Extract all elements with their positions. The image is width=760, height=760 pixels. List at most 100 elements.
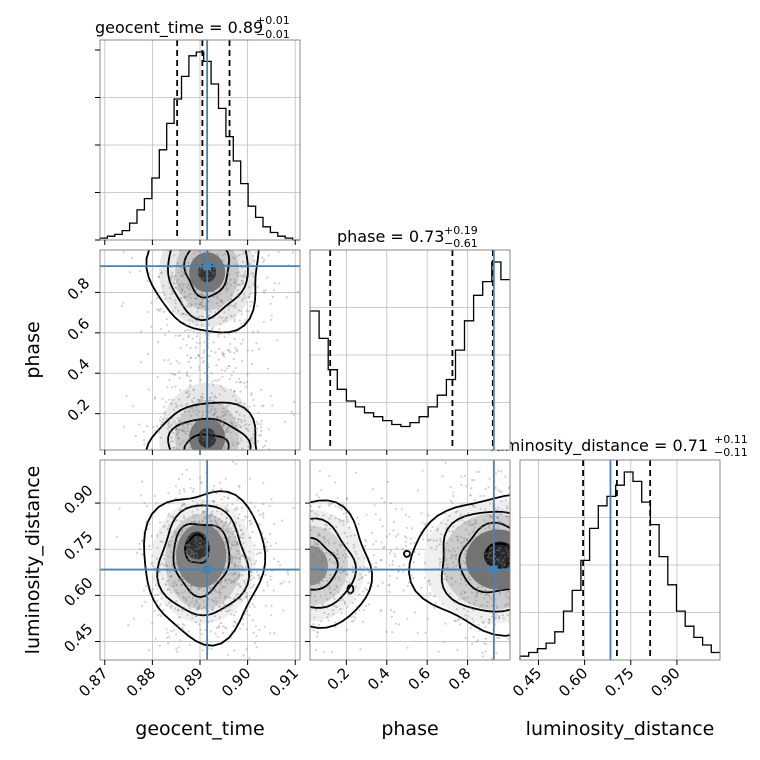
scatter-point bbox=[182, 597, 185, 600]
scatter-point bbox=[189, 583, 193, 587]
scatter-point bbox=[333, 597, 336, 600]
scatter-point bbox=[209, 578, 212, 582]
scatter-point bbox=[201, 357, 204, 360]
scatter-point bbox=[166, 528, 169, 531]
scatter-point bbox=[182, 338, 185, 341]
scatter-point bbox=[179, 578, 182, 581]
scatter-point bbox=[242, 338, 245, 342]
scatter-point bbox=[482, 620, 485, 624]
scatter-point bbox=[246, 556, 249, 559]
scatter-point bbox=[406, 584, 409, 588]
scatter-point bbox=[187, 287, 190, 290]
scatter-point bbox=[184, 260, 187, 263]
scatter-point bbox=[187, 526, 190, 529]
scatter-point bbox=[495, 557, 499, 561]
scatter-point bbox=[328, 587, 331, 590]
scatter-point bbox=[499, 534, 502, 537]
scatter-point bbox=[185, 268, 188, 271]
scatter-point bbox=[170, 423, 173, 426]
scatter-point bbox=[357, 522, 360, 526]
scatter-point bbox=[231, 441, 234, 444]
scatter-point bbox=[178, 561, 181, 564]
contour-island bbox=[402, 549, 411, 558]
scatter-point bbox=[223, 353, 226, 356]
scatter-point bbox=[200, 545, 203, 548]
scatter-point bbox=[240, 506, 243, 509]
scatter-point bbox=[182, 515, 185, 518]
scatter-point bbox=[230, 422, 233, 425]
scatter-point bbox=[212, 524, 215, 527]
scatter-point bbox=[194, 538, 197, 541]
scatter-point bbox=[479, 507, 482, 510]
scatter-point bbox=[453, 619, 456, 622]
scatter-point bbox=[187, 548, 191, 551]
scatter-point bbox=[495, 605, 498, 608]
scatter-point bbox=[238, 253, 241, 257]
scatter-point bbox=[480, 525, 483, 528]
scatter-point bbox=[192, 556, 196, 560]
scatter-point bbox=[215, 563, 218, 567]
scatter-point bbox=[177, 283, 180, 287]
scatter-point bbox=[196, 439, 199, 442]
scatter-point bbox=[227, 540, 231, 543]
scatter-point bbox=[186, 553, 189, 556]
scatter-point bbox=[460, 573, 463, 577]
scatter-point bbox=[344, 556, 347, 560]
scatter-point bbox=[195, 560, 198, 563]
scatter-point bbox=[225, 289, 228, 292]
scatter-point bbox=[177, 577, 180, 581]
scatter-point bbox=[226, 271, 229, 274]
scatter-point bbox=[212, 267, 215, 270]
scatter-point bbox=[471, 617, 474, 620]
scatter-point bbox=[222, 572, 225, 575]
scatter-point bbox=[170, 556, 173, 559]
scatter-point bbox=[230, 561, 233, 564]
scatter-point bbox=[188, 563, 191, 566]
scatter-point bbox=[196, 332, 199, 335]
scatter-point bbox=[486, 572, 489, 575]
scatter-point bbox=[419, 530, 422, 534]
scatter-point bbox=[216, 536, 219, 539]
scatter-point bbox=[505, 579, 508, 582]
scatter-point bbox=[222, 562, 225, 566]
scatter-point bbox=[235, 272, 238, 275]
scatter-point bbox=[277, 560, 280, 563]
title-phase-label: phase bbox=[337, 227, 385, 246]
scatter-point bbox=[123, 425, 126, 428]
scatter-point bbox=[159, 540, 162, 543]
scatter-point bbox=[313, 526, 316, 529]
scatter-point bbox=[424, 631, 427, 634]
scatter-point bbox=[203, 539, 207, 542]
scatter-point bbox=[354, 585, 357, 588]
scatter-point bbox=[318, 582, 321, 585]
scatter-point bbox=[498, 522, 501, 525]
scatter-point bbox=[233, 281, 236, 284]
scatter-point bbox=[226, 447, 229, 450]
scatter-point bbox=[201, 445, 204, 449]
scatter-point bbox=[348, 592, 351, 596]
scatter-point bbox=[393, 611, 396, 614]
scatter-point bbox=[258, 434, 261, 437]
scatter-point bbox=[484, 589, 487, 592]
scatter-point bbox=[264, 604, 267, 607]
scatter-point bbox=[228, 605, 231, 608]
scatter-point bbox=[183, 608, 186, 611]
scatter-point bbox=[165, 583, 168, 586]
scatter-point bbox=[179, 300, 182, 303]
scatter-point bbox=[202, 613, 205, 616]
scatter-point bbox=[233, 390, 236, 393]
scatter-point bbox=[456, 546, 459, 550]
scatter-point bbox=[213, 615, 216, 618]
scatter-point bbox=[161, 421, 164, 424]
scatter-point bbox=[488, 579, 491, 582]
scatter-point bbox=[178, 286, 182, 289]
scatter-point bbox=[234, 331, 237, 334]
scatter-point bbox=[267, 367, 270, 370]
scatter-point bbox=[174, 334, 177, 337]
scatter-point bbox=[182, 283, 186, 286]
scatter-point bbox=[192, 595, 195, 598]
scatter-point bbox=[185, 313, 188, 316]
scatter-point bbox=[172, 281, 175, 284]
scatter-point bbox=[352, 615, 355, 618]
scatter-point bbox=[469, 578, 472, 582]
